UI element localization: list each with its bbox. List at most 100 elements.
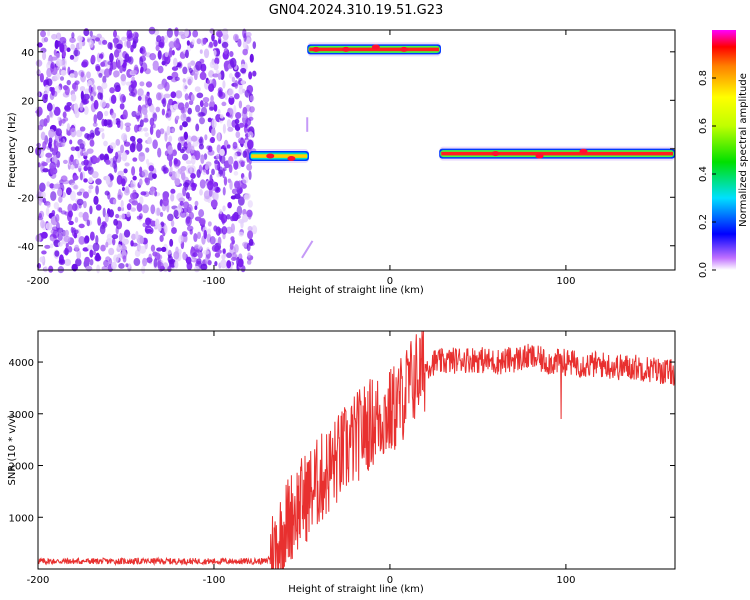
noise-blob	[229, 180, 233, 190]
noise-blob	[70, 43, 75, 50]
noise-blob	[109, 52, 114, 63]
noise-blob	[195, 123, 200, 132]
noise-blob	[155, 207, 162, 217]
noise-blob	[243, 32, 247, 42]
noise-blob	[37, 124, 44, 131]
noise-blob	[136, 142, 143, 152]
noise-blob	[52, 229, 60, 239]
noise-blob	[73, 49, 81, 57]
noise-blob	[195, 104, 201, 113]
noise-blob	[220, 214, 228, 224]
noise-blob	[198, 138, 203, 144]
noise-blob	[240, 67, 247, 74]
hot-spot	[491, 151, 500, 157]
noise-blob	[243, 194, 250, 201]
noise-blob	[92, 242, 100, 252]
noise-blob	[252, 70, 257, 77]
noise-blob	[228, 96, 235, 105]
noise-blob	[223, 47, 229, 55]
noise-blob	[249, 106, 255, 113]
noise-blob	[73, 229, 79, 235]
noise-blob	[102, 75, 107, 84]
noise-blob	[95, 178, 102, 185]
noise-blob	[249, 53, 254, 63]
noise-blob	[78, 223, 85, 229]
noise-blob	[63, 235, 71, 243]
noise-blob	[248, 116, 254, 121]
noise-blob	[203, 153, 208, 160]
spectrogram-y-label: Frequency (Hz)	[7, 112, 18, 188]
noise-blob	[218, 228, 224, 234]
y-tick-label: -40	[18, 242, 34, 253]
noise-blob	[207, 228, 212, 235]
noise-blob	[238, 100, 243, 109]
noise-blob	[71, 82, 77, 90]
noise-blob	[148, 26, 156, 35]
noise-blob	[163, 35, 169, 44]
noise-blob	[50, 191, 57, 202]
noise-blob	[53, 91, 58, 97]
noise-blob	[109, 87, 115, 94]
noise-blob	[48, 141, 52, 149]
noise-blob	[86, 219, 91, 227]
noise-blob	[69, 37, 76, 44]
stray-mark	[301, 240, 314, 259]
noise-blob	[95, 234, 99, 245]
noise-blob	[175, 90, 183, 99]
noise-blob	[190, 135, 198, 142]
noise-blob	[214, 159, 219, 165]
noise-blob	[210, 199, 218, 208]
noise-blob	[76, 250, 82, 260]
noise-blob	[179, 124, 183, 131]
noise-blob	[198, 143, 204, 150]
noise-blob	[202, 96, 210, 103]
noise-blob	[58, 196, 63, 203]
noise-blob	[184, 93, 189, 101]
noise-blob	[199, 179, 206, 189]
noise-blob	[234, 71, 241, 78]
noise-blob	[148, 171, 154, 181]
noise-blob	[37, 91, 41, 98]
noise-blob	[152, 139, 158, 150]
noise-blob	[162, 196, 169, 207]
noise-blob	[218, 36, 222, 44]
noise-blob	[46, 202, 51, 208]
noise-blob	[208, 41, 213, 48]
noise-blob	[131, 233, 137, 241]
noise-blob	[84, 132, 90, 139]
noise-blob	[251, 225, 258, 235]
noise-blob	[89, 249, 94, 258]
noise-blob	[203, 229, 208, 240]
noise-blob	[161, 246, 167, 253]
noise-blob	[164, 224, 168, 234]
noise-blob	[76, 159, 80, 165]
noise-blob	[68, 155, 74, 166]
noise-blob	[217, 236, 222, 246]
noise-blob	[38, 212, 42, 219]
noise-blob	[197, 244, 203, 251]
snr-plot-area	[37, 330, 676, 570]
noise-blob	[64, 104, 68, 111]
noise-blob	[170, 188, 176, 194]
noise-blob	[242, 106, 248, 115]
noise-blob	[117, 194, 122, 200]
noise-blob	[164, 51, 169, 58]
noise-blob	[177, 142, 182, 151]
noise-blob	[46, 78, 53, 87]
y-tick-label: 2000	[9, 462, 34, 473]
noise-blob	[48, 265, 54, 273]
noise-blob	[79, 85, 86, 92]
noise-blob	[222, 80, 226, 89]
noise-blob	[126, 211, 131, 218]
noise-blob	[46, 181, 51, 187]
noise-blob	[118, 215, 122, 220]
noise-blob	[66, 47, 71, 53]
noise-blob	[186, 225, 194, 232]
noise-blob	[147, 136, 153, 145]
noise-blob	[208, 83, 215, 92]
noise-blob	[164, 132, 168, 142]
noise-blob	[168, 135, 173, 143]
noise-blob	[55, 52, 61, 59]
snr-x-ticks: -200 -100 0 100	[27, 331, 575, 586]
